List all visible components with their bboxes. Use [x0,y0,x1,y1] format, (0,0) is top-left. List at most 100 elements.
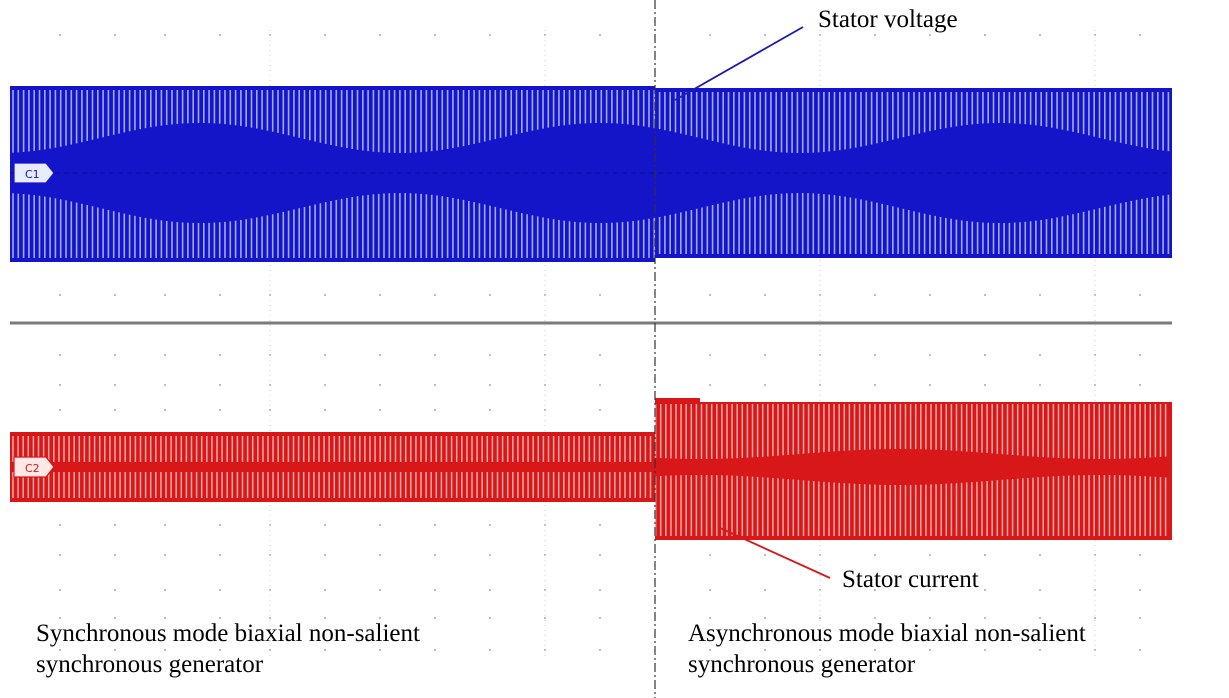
grid-dot [113,353,117,357]
grid-dot [323,383,327,387]
grid-dot [378,648,382,652]
c2-marker: C2 [13,456,55,478]
grid-dot [488,553,492,557]
grid-dot [873,353,877,357]
grid-dot [983,33,987,37]
current-pointer-line [719,527,831,579]
grid-dot [488,353,492,357]
grid-dot [1138,383,1142,387]
grid-dot [163,588,167,592]
grid-dot [763,293,767,297]
grid-dot [488,33,492,37]
grid-dot [378,616,382,620]
grid-dot [323,353,327,357]
grid-dot [708,553,712,557]
grid-dot [763,588,767,592]
grid-dot [58,523,62,527]
grid-dot [598,293,602,297]
grid-dot [218,616,222,620]
c1-marker-label: C1 [25,168,40,181]
grid-dot [58,588,62,592]
grid-dot [488,648,492,652]
grid-dot [488,383,492,387]
grid-dot [1038,293,1042,297]
grid-dot [163,553,167,557]
grid-dot [113,293,117,297]
grid-dot [58,648,62,652]
grid-dot [113,523,117,527]
grid-dot [708,33,712,37]
async-mode-caption-line1: Asynchronous mode biaxial non-salient [688,620,1086,647]
grid-dot [433,523,437,527]
grid-dot [323,616,327,620]
grid-dot [433,588,437,592]
grid-dot [983,383,987,387]
grid-dot [488,293,492,297]
grid-dot [873,616,877,620]
grid-dot [1038,588,1042,592]
grid-dot [113,648,117,652]
grid-dot [218,588,222,592]
stator-current-label: Stator current [842,566,979,593]
grid-dot [873,33,877,37]
grid-dot [708,588,712,592]
grid-dot [598,523,602,527]
grid-dot [598,353,602,357]
stator-current-trace [10,398,1172,540]
grid-dot [323,553,327,557]
grid-dot [598,33,602,37]
grid-dot [1138,648,1142,652]
grid-dot [873,293,877,297]
grid-dot [1038,383,1042,387]
grid-dot [598,588,602,592]
grid-dot [433,383,437,387]
grid-dot [598,383,602,387]
grid-dot [488,616,492,620]
grid-dot [1038,553,1042,557]
grid-dot [218,523,222,527]
grid-dot [163,383,167,387]
grid-dot [58,353,62,357]
grid-dot [163,293,167,297]
grid-dot [58,383,62,387]
grid-dot [58,293,62,297]
voltage-pointer-line [674,26,804,101]
grid-dot [163,648,167,652]
grid-dot [983,588,987,592]
grid-dot [873,383,877,387]
grid-dot [163,33,167,37]
grid-dot [1138,616,1142,620]
grid-dot [113,408,117,412]
grid-dot [378,33,382,37]
grid-dot [763,616,767,620]
grid-dot [1138,33,1142,37]
grid-dot [708,383,712,387]
grid-dot [708,293,712,297]
grid-dot [983,553,987,557]
grid-dot [58,616,62,620]
grid-dot [163,523,167,527]
grid-dot [433,553,437,557]
grid-dot [928,33,932,37]
grid-dot [323,408,327,412]
grid-dot [433,648,437,652]
grid-dot [113,616,117,620]
grid-dot [873,648,877,652]
grid-dot [1138,588,1142,592]
grid-dot [818,616,822,620]
grid-dot [928,293,932,297]
grid-dot [218,648,222,652]
grid-dot [928,553,932,557]
grid-dot [113,553,117,557]
grid-dot [113,383,117,387]
grid-dot [58,33,62,37]
async-mode-caption-line2: synchronous generator [688,651,916,678]
grid-dot [268,616,272,620]
grid-dot [218,408,222,412]
grid-dot [708,616,712,620]
grid-dot [113,588,117,592]
grid-dot [873,588,877,592]
grid-dot [378,293,382,297]
grid-dot [488,408,492,412]
